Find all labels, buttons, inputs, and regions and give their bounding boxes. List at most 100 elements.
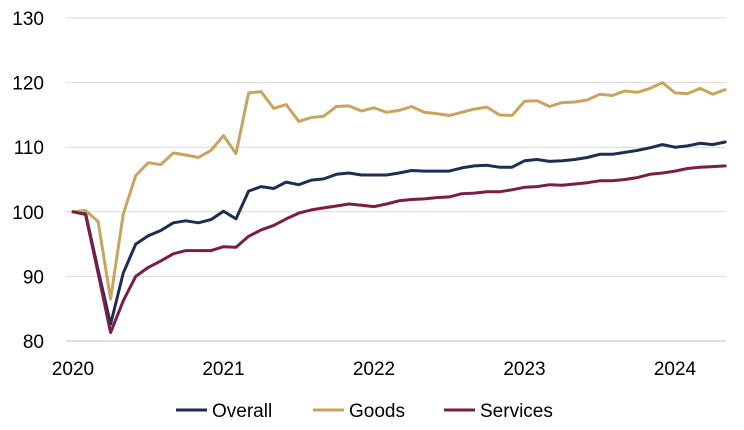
x-tick-label: 2022 — [353, 359, 395, 380]
data-point-overall — [711, 143, 714, 146]
data-point-overall — [222, 210, 225, 213]
data-point-goods — [285, 103, 288, 106]
data-point-goods — [561, 101, 564, 104]
series-points-services — [72, 164, 727, 334]
data-point-goods — [222, 134, 225, 137]
data-point-overall — [310, 179, 313, 182]
data-point-goods — [423, 111, 426, 114]
data-point-goods — [322, 115, 325, 118]
data-point-services — [197, 249, 200, 252]
data-point-services — [611, 179, 614, 182]
data-point-overall — [523, 159, 526, 162]
data-point-services — [122, 299, 125, 302]
series-line-overall — [71, 140, 727, 326]
data-point-overall — [210, 218, 213, 221]
legend-item-goods: Goods — [313, 401, 405, 422]
data-point-overall — [410, 169, 413, 172]
gridlines — [66, 17, 726, 342]
data-point-services — [72, 210, 75, 213]
data-point-overall — [235, 217, 238, 220]
data-point-overall — [485, 164, 488, 167]
data-point-goods — [373, 106, 376, 109]
data-point-services — [548, 183, 551, 186]
data-point-overall — [272, 187, 275, 190]
data-point-services — [724, 164, 727, 167]
data-point-overall — [197, 221, 200, 224]
data-point-overall — [536, 158, 539, 161]
data-point-services — [598, 179, 601, 182]
data-point-goods — [611, 94, 614, 97]
data-point-goods — [247, 91, 250, 94]
data-point-goods — [260, 90, 263, 93]
data-point-overall — [134, 243, 137, 246]
data-point-overall — [623, 151, 626, 154]
data-point-overall — [686, 144, 689, 147]
data-point-services — [485, 190, 488, 193]
data-point-services — [473, 192, 476, 195]
data-point-goods — [573, 101, 576, 104]
data-point-services — [410, 198, 413, 201]
data-point-services — [498, 190, 501, 193]
data-point-overall — [473, 164, 476, 167]
data-point-goods — [410, 105, 413, 108]
data-point-services — [648, 173, 651, 176]
series-line-goods — [71, 81, 727, 301]
data-point-overall — [335, 173, 338, 176]
data-point-overall — [398, 172, 401, 175]
data-point-services — [636, 176, 639, 179]
data-point-goods — [473, 108, 476, 111]
data-point-goods — [686, 92, 689, 95]
data-point-services — [322, 206, 325, 209]
data-point-services — [159, 259, 162, 262]
y-tick-label: 100 — [12, 203, 44, 224]
data-point-overall — [347, 172, 350, 175]
data-point-goods — [598, 93, 601, 96]
legend-item-services: Services — [444, 401, 553, 422]
data-point-services — [699, 166, 702, 169]
data-point-services — [247, 235, 250, 238]
data-point-goods — [724, 88, 727, 91]
data-point-goods — [586, 99, 589, 102]
data-point-overall — [674, 146, 677, 149]
data-point-goods — [297, 120, 300, 123]
data-point-services — [573, 183, 576, 186]
data-point-goods — [335, 105, 338, 108]
data-point-services — [147, 266, 150, 269]
data-point-goods — [435, 112, 438, 115]
data-point-goods — [536, 99, 539, 102]
data-point-overall — [661, 143, 664, 146]
x-tick-label: 2024 — [654, 359, 697, 380]
data-point-overall — [573, 158, 576, 161]
x-tick-label: 2021 — [202, 359, 244, 380]
data-point-services — [435, 196, 438, 199]
data-point-overall — [184, 219, 187, 222]
y-tick-label: 120 — [12, 74, 44, 95]
legend: Overall Goods Services — [176, 401, 553, 422]
data-point-overall — [460, 166, 463, 169]
legend-label-overall: Overall — [212, 401, 272, 422]
x-tick-label: 2020 — [52, 359, 94, 380]
data-point-goods — [523, 100, 526, 103]
data-point-goods — [272, 107, 275, 110]
data-point-goods — [485, 106, 488, 109]
data-point-services — [448, 195, 451, 198]
data-point-services — [536, 185, 539, 188]
data-point-goods — [347, 104, 350, 107]
data-point-services — [360, 204, 363, 207]
data-point-goods — [648, 87, 651, 90]
y-tick-label: 90 — [23, 267, 44, 288]
data-point-overall — [147, 234, 150, 237]
data-point-overall — [297, 183, 300, 186]
data-point-services — [97, 272, 100, 275]
data-point-overall — [360, 174, 363, 177]
data-point-goods — [147, 161, 150, 164]
data-point-services — [222, 245, 225, 248]
data-point-overall — [548, 160, 551, 163]
data-point-goods — [448, 114, 451, 117]
data-point-overall — [322, 177, 325, 180]
data-point-goods — [109, 298, 112, 301]
data-point-overall — [724, 141, 727, 144]
data-point-goods — [711, 93, 714, 96]
data-point-services — [373, 205, 376, 208]
